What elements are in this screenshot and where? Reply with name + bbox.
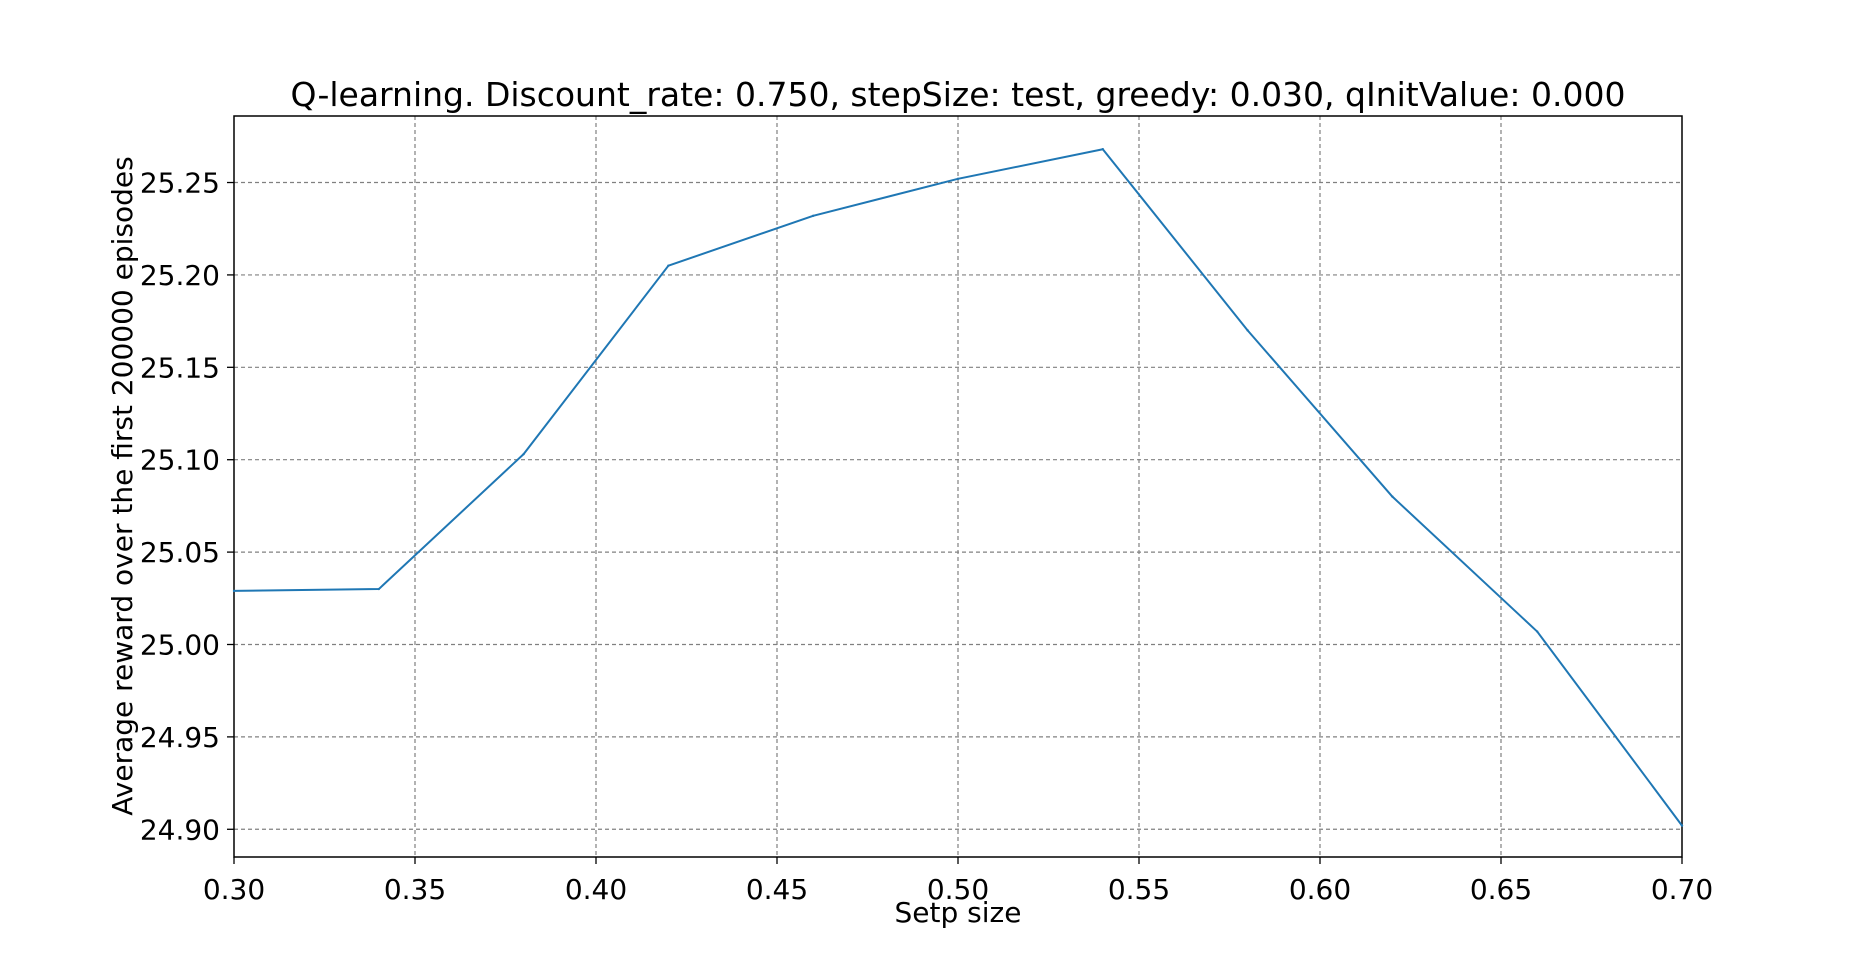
x-tick-label: 0.50 (927, 873, 989, 906)
y-tick-label: 25.15 (140, 351, 220, 384)
y-tick-label: 24.90 (140, 813, 220, 846)
series-point (522, 452, 525, 456)
series-point (1246, 329, 1249, 332)
series-point (1536, 630, 1539, 633)
series-point (1101, 148, 1105, 151)
y-axis-label: Average reward over the first 200000 epi… (106, 156, 139, 815)
y-tick-label: 25.25 (140, 167, 220, 200)
x-tick-label: 0.30 (203, 873, 265, 906)
x-axis-label: Setp size (895, 896, 1022, 929)
series-layer (232, 148, 1684, 827)
x-tick-label: 0.65 (1470, 873, 1532, 906)
x-tick-label: 0.35 (384, 873, 446, 906)
x-tick-label: 0.40 (565, 873, 627, 906)
series-point (667, 264, 670, 267)
x-tick-label: 0.60 (1289, 873, 1351, 906)
series-point (812, 214, 815, 217)
y-tick-label: 25.05 (140, 536, 220, 569)
y-tick-label: 25.20 (140, 259, 220, 292)
x-tick-label: 0.70 (1651, 873, 1713, 906)
x-tick-label: 0.45 (746, 873, 808, 906)
x-tick-label: 0.55 (1108, 873, 1170, 906)
series-point (232, 589, 236, 593)
y-tick-label: 24.95 (140, 721, 220, 754)
grid-lines (234, 116, 1682, 857)
axis-ticks: 0.30 0.35 0.40 0.45 0.50 0.55 0.60 0.65 0.70 24.9… (140, 167, 1713, 906)
series-point (1680, 824, 1684, 827)
series-point (956, 177, 960, 181)
series-point (1391, 495, 1394, 498)
y-tick-label: 25.10 (140, 444, 220, 477)
y-tick-label: 25.00 (140, 628, 220, 661)
series-point (377, 587, 380, 591)
plot-area-frame (233, 115, 1683, 858)
chart-title: Q-learning. Discount_rate: 0.750, stepSi… (291, 75, 1626, 114)
